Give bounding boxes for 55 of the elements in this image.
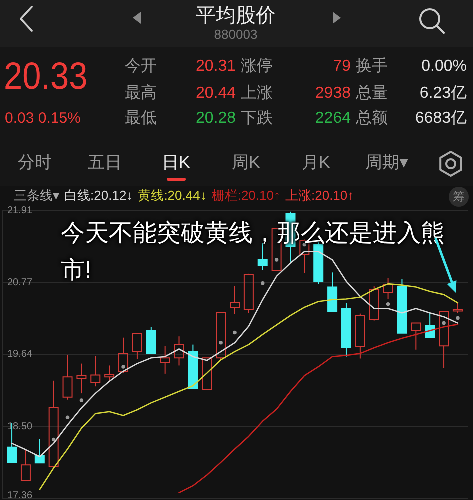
text: 栅栏:20.10↑ — [212, 188, 280, 203]
point — [219, 341, 223, 345]
text: 最高 — [125, 84, 157, 104]
point — [442, 321, 446, 326]
text: 最低 — [125, 108, 157, 129]
text: 周期▾ — [366, 152, 408, 174]
point — [386, 302, 390, 306]
text: 79 — [333, 56, 351, 77]
point — [80, 398, 84, 402]
point — [122, 365, 126, 369]
text: 0.00% — [422, 56, 467, 77]
text: 今开 — [125, 56, 157, 77]
line-series — [178, 324, 459, 494]
text: 20.31 — [196, 56, 236, 77]
point — [52, 438, 56, 442]
text: 880003 — [214, 26, 258, 44]
text: 20.28 — [196, 108, 236, 129]
text: 上涨 — [241, 84, 273, 104]
text: 2264 — [315, 108, 351, 129]
point — [274, 258, 279, 262]
point — [261, 282, 265, 286]
text: 日K — [162, 152, 190, 174]
point — [66, 416, 70, 420]
line-series — [39, 283, 459, 490]
point — [233, 330, 237, 335]
text: 2938 — [315, 84, 351, 104]
text: 20.33 — [4, 55, 88, 100]
text: 总量 — [356, 84, 388, 104]
text: 换手 — [356, 56, 388, 77]
candlestick — [230, 285, 240, 315]
text: 黄线:20.44↓ — [138, 188, 207, 203]
text: 6.23亿 — [420, 84, 467, 104]
text: 五日 — [88, 152, 122, 174]
y-tick-label: 19.64 — [8, 349, 33, 360]
candlestick — [174, 336, 184, 366]
text: 20.44 — [196, 84, 236, 104]
text: 平均股价 — [196, 4, 276, 29]
text: 白线:20.12↓ — [64, 188, 134, 203]
text: 0.03 0.15% — [5, 109, 81, 129]
text: 筹 — [449, 187, 469, 207]
text: 分时 — [18, 152, 52, 174]
y-tick-label: 21.91 — [8, 206, 33, 216]
point — [456, 316, 460, 320]
text: 三条线▾ — [14, 188, 60, 203]
y-tick-label: 17.36 — [8, 490, 33, 500]
text: 上涨:20.10↑ — [286, 188, 354, 203]
text: 6683亿 — [415, 108, 467, 129]
text: 月K — [302, 152, 330, 174]
y-tick-label: 20.77 — [8, 278, 33, 289]
candlestick — [160, 346, 170, 374]
text: 涨停 — [241, 56, 273, 77]
text: 下跌 — [241, 108, 273, 129]
text: 周K — [232, 152, 260, 174]
text: 总额 — [356, 108, 388, 129]
candlestick — [76, 363, 87, 394]
